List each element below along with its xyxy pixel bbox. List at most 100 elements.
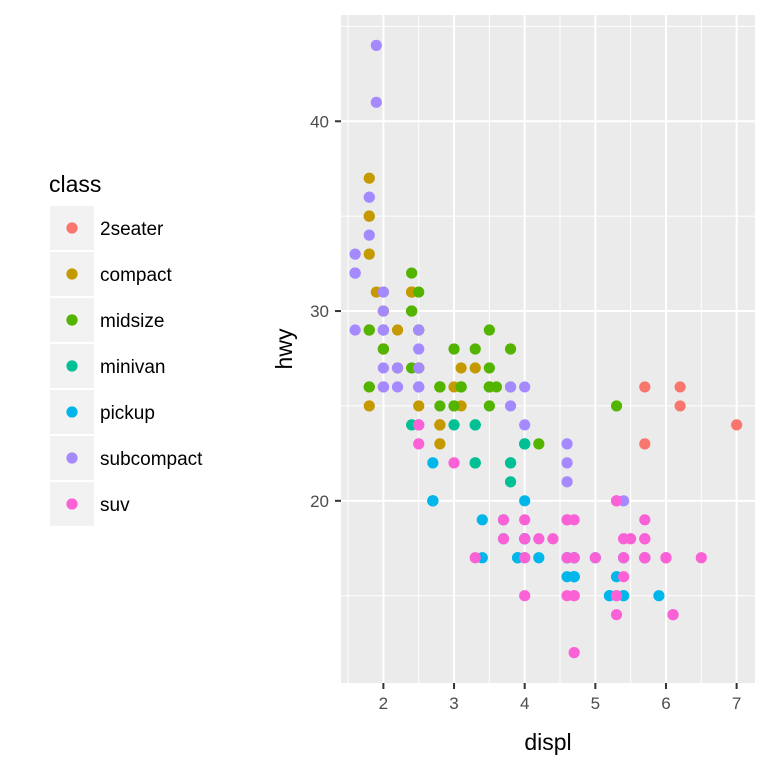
data-point-midsize (434, 381, 446, 393)
data-point-subcompact (349, 324, 361, 336)
data-point-2seater (639, 381, 651, 393)
data-point-suv (610, 609, 623, 621)
data-point-subcompact (561, 457, 573, 469)
plot-panel (341, 15, 755, 683)
data-point-subcompact (561, 438, 573, 450)
data-point-subcompact (413, 362, 425, 374)
y-tick-label: 30 (310, 302, 329, 321)
legend-items: 2seater compact midsize minivan pickup subcom… (50, 206, 203, 526)
data-point-midsize (504, 343, 517, 355)
data-point-subcompact (519, 419, 531, 431)
legend-swatch-minivan (66, 360, 78, 372)
data-point-subcompact (413, 324, 425, 336)
data-point-midsize (406, 267, 418, 279)
data-point-compact (363, 210, 375, 222)
data-point-suv (695, 552, 707, 564)
x-tick-label: 7 (732, 694, 741, 713)
data-point-minivan (504, 457, 517, 469)
data-point-subcompact (391, 381, 404, 393)
legend-label-minivan: minivan (100, 357, 165, 378)
data-point-subcompact (377, 362, 389, 374)
data-point-pickup (476, 514, 488, 526)
data-point-compact (434, 419, 446, 431)
legend-title: class (49, 171, 101, 197)
data-point-midsize (483, 324, 495, 336)
data-point-subcompact (413, 343, 425, 355)
x-axis: 2 3 4 5 6 7 (379, 683, 741, 713)
data-point-suv (561, 590, 573, 602)
x-tick-label: 6 (661, 694, 670, 713)
data-point-pickup (427, 495, 439, 507)
data-point-midsize (448, 400, 460, 412)
data-point-suv (660, 552, 672, 564)
legend-label-subcompact: subcompact (100, 449, 203, 470)
data-point-2seater (674, 381, 686, 393)
data-point-pickup (533, 552, 545, 564)
legend-swatch-subcompact (66, 452, 78, 464)
data-point-suv (561, 552, 573, 564)
data-point-midsize (469, 343, 481, 355)
data-point-midsize (483, 381, 495, 393)
data-point-midsize (448, 343, 460, 355)
data-point-suv (589, 552, 601, 564)
data-point-subcompact (561, 476, 573, 488)
data-point-subcompact (391, 362, 404, 374)
data-point-minivan (469, 419, 481, 431)
legend-label-pickup: pickup (100, 403, 155, 424)
data-point-suv (519, 533, 531, 545)
legend-swatch-suv (66, 498, 78, 510)
y-tick-label: 40 (310, 112, 329, 131)
legend-swatch-midsize (66, 314, 78, 326)
data-point-suv (617, 571, 630, 583)
legend-label-suv: suv (100, 495, 130, 516)
data-point-midsize (533, 438, 545, 450)
data-point-subcompact (363, 191, 375, 203)
data-point-suv (413, 438, 425, 450)
data-point-subcompact (349, 248, 361, 260)
data-point-subcompact (377, 324, 389, 336)
data-point-midsize (363, 381, 375, 393)
data-point-suv (610, 590, 623, 602)
data-point-compact (363, 248, 375, 260)
data-point-suv (610, 495, 623, 507)
data-point-compact (455, 362, 467, 374)
data-point-compact (469, 362, 481, 374)
data-point-pickup (653, 590, 665, 602)
data-point-midsize (610, 400, 623, 412)
data-point-subcompact (377, 305, 389, 317)
data-point-midsize (406, 305, 418, 317)
data-point-subcompact (504, 381, 517, 393)
data-point-subcompact (370, 96, 382, 108)
data-point-subcompact (377, 381, 389, 393)
data-point-midsize (455, 381, 467, 393)
legend: class 2seater compact midsize minivan pickup… (49, 171, 203, 526)
x-tick-label: 2 (379, 694, 388, 713)
data-point-suv (667, 609, 679, 621)
data-point-subcompact (519, 381, 531, 393)
y-axis: 20 30 40 (310, 112, 341, 511)
x-tick-label: 5 (591, 694, 600, 713)
data-point-compact (363, 400, 375, 412)
data-point-subcompact (370, 39, 382, 51)
legend-label-midsize: midsize (100, 311, 164, 332)
data-point-pickup (561, 571, 573, 583)
data-point-pickup (519, 495, 531, 507)
data-point-midsize (434, 400, 446, 412)
legend-swatch-pickup (66, 406, 78, 418)
data-point-suv (519, 590, 531, 602)
x-tick-label: 3 (449, 694, 458, 713)
data-point-midsize (483, 362, 495, 374)
legend-label-compact: compact (100, 265, 173, 286)
data-point-minivan (448, 419, 460, 431)
x-axis-title: displ (524, 729, 571, 755)
legend-swatch-compact (66, 268, 78, 280)
data-point-suv (639, 514, 651, 526)
data-point-minivan (519, 438, 531, 450)
data-points (349, 39, 743, 659)
data-point-suv (519, 552, 531, 564)
data-point-minivan (504, 476, 517, 488)
data-point-suv (497, 533, 510, 545)
data-point-midsize (483, 400, 495, 412)
data-point-subcompact (363, 229, 375, 241)
data-point-suv (639, 552, 651, 564)
